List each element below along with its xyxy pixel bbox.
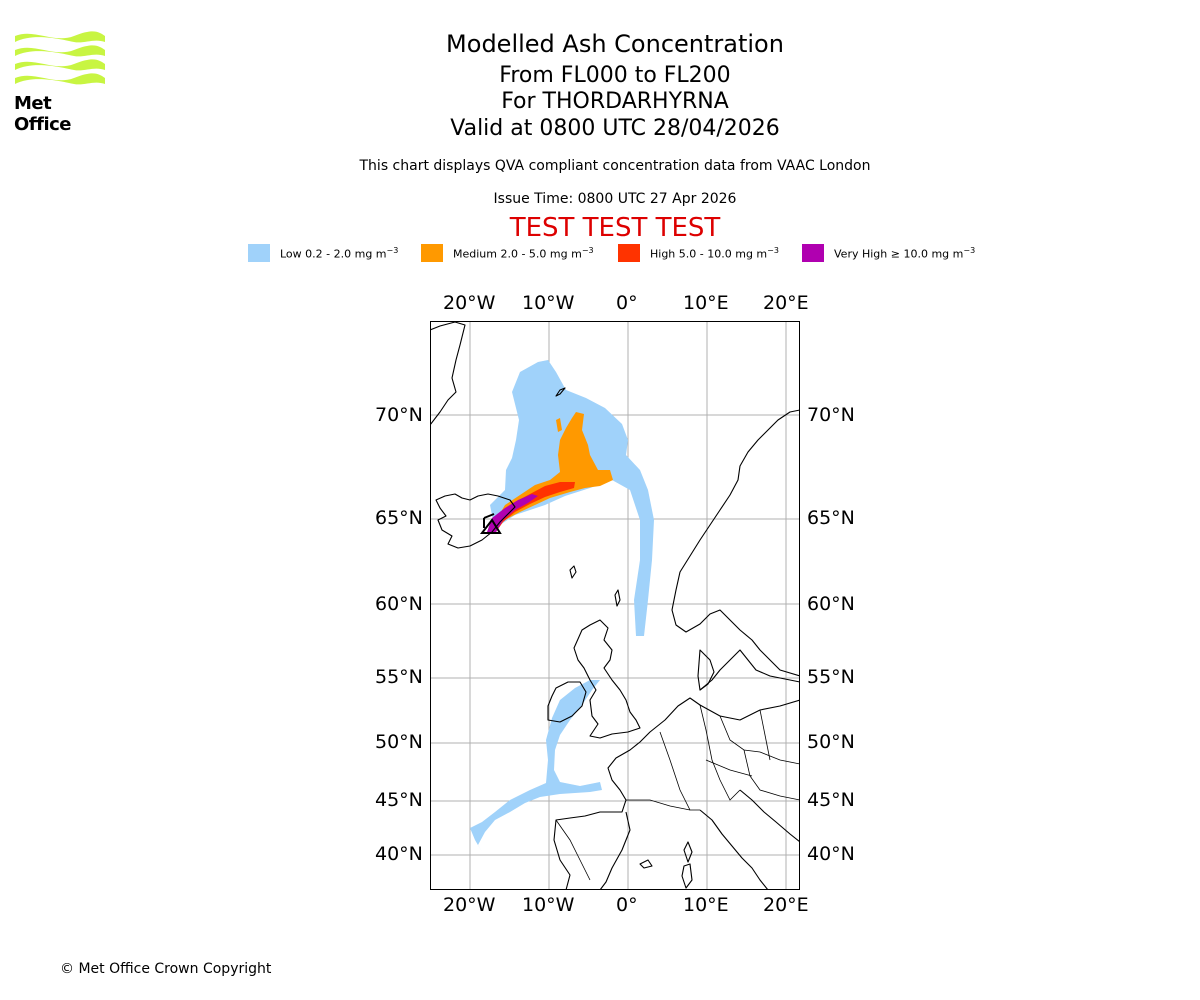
valid-time: Valid at 0800 UTC 28/04/2026 — [450, 116, 780, 141]
lat-tick-right-50n: 50°N — [807, 731, 855, 753]
map-frame — [430, 321, 800, 890]
volcano-name: For THORDARHYRNA — [501, 89, 729, 114]
legend-swatch-high — [618, 244, 640, 262]
coastlines — [430, 321, 800, 890]
sweden-coast — [699, 649, 800, 691]
lon-tick-top-20w: 20°W — [443, 292, 496, 314]
lat-tick-right-60n: 60°N — [807, 593, 855, 615]
country-borders — [555, 704, 800, 881]
iceland-coast — [435, 493, 516, 549]
legend-label-medium: Medium 2.0 - 5.0 mg m−3 — [453, 246, 594, 261]
corsica-coast — [683, 841, 693, 863]
legend-swatch-medium — [421, 244, 443, 262]
graticule — [430, 321, 800, 890]
legend-label-very-high: Very High ≥ 10.0 mg m−3 — [834, 246, 976, 261]
ash-low-north-plume — [490, 360, 654, 636]
issue-time: Issue Time: 0800 UTC 27 Apr 2026 — [493, 191, 737, 207]
britain-coast — [573, 619, 641, 739]
copyright-notice: © Met Office Crown Copyright — [60, 961, 272, 977]
lat-tick-right-65n: 65°N — [807, 507, 855, 529]
lat-tick-left-55n: 55°N — [375, 666, 423, 688]
lon-tick-bottom-20e: 20°E — [763, 894, 809, 916]
lat-tick-right-45n: 45°N — [807, 789, 855, 811]
legend-swatch-low — [248, 244, 270, 262]
lon-tick-top-10e: 10°E — [683, 292, 729, 314]
legend-label-low: Low 0.2 - 2.0 mg m−3 — [280, 246, 399, 261]
lat-tick-left-40n: 40°N — [375, 843, 423, 865]
balearic-coast — [639, 859, 653, 869]
legend-swatch-very-high — [802, 244, 824, 262]
lat-tick-left-50n: 50°N — [375, 731, 423, 753]
europe-coast — [553, 697, 800, 890]
jan-mayen-coast — [555, 387, 566, 397]
ash-medium-streak — [556, 418, 562, 432]
lon-tick-bottom-10w: 10°W — [522, 894, 575, 916]
denmark-coast — [697, 649, 715, 691]
faroe-coast — [569, 565, 577, 579]
legend-label-high: High 5.0 - 10.0 mg m−3 — [650, 246, 779, 261]
lon-tick-top-0: 0° — [616, 292, 638, 314]
lat-tick-right-40n: 40°N — [807, 843, 855, 865]
sardinia-coast — [681, 863, 693, 889]
lat-tick-right-55n: 55°N — [807, 666, 855, 688]
met-office-waves-icon — [15, 31, 105, 85]
flight-level-range: From FL000 to FL200 — [499, 63, 731, 88]
lat-tick-right-70n: 70°N — [807, 404, 855, 426]
lon-tick-top-20e: 20°E — [763, 292, 809, 314]
italy-coast — [699, 809, 769, 890]
lon-tick-bottom-0: 0° — [616, 894, 638, 916]
ash-medium-region — [496, 412, 613, 520]
lon-tick-bottom-10e: 10°E — [683, 894, 729, 916]
greenland-coast — [430, 321, 466, 426]
shetland-coast — [614, 589, 621, 607]
lon-tick-bottom-20w: 20°W — [443, 894, 496, 916]
scandinavia-coast — [671, 409, 800, 677]
ireland-coast — [547, 681, 587, 723]
iberia-med-coast — [599, 811, 631, 890]
lat-tick-left-45n: 45°N — [375, 789, 423, 811]
lat-tick-left-60n: 60°N — [375, 593, 423, 615]
lon-tick-top-10w: 10°W — [522, 292, 575, 314]
lat-tick-left-70n: 70°N — [375, 404, 423, 426]
ash-very-high-region — [487, 494, 538, 534]
met-office-logo-text: Met Office — [14, 93, 72, 135]
qva-subtitle: This chart displays QVA compliant concen… — [359, 158, 871, 174]
chart-title: Modelled Ash Concentration — [446, 30, 784, 58]
met-office-logo: Met Office — [14, 30, 109, 135]
ash-low-south-plume — [470, 680, 602, 852]
test-banner: TEST TEST TEST — [509, 213, 721, 243]
lat-tick-left-65n: 65°N — [375, 507, 423, 529]
adriatic-coast — [739, 789, 800, 843]
volcano-marker-icon — [479, 513, 502, 534]
